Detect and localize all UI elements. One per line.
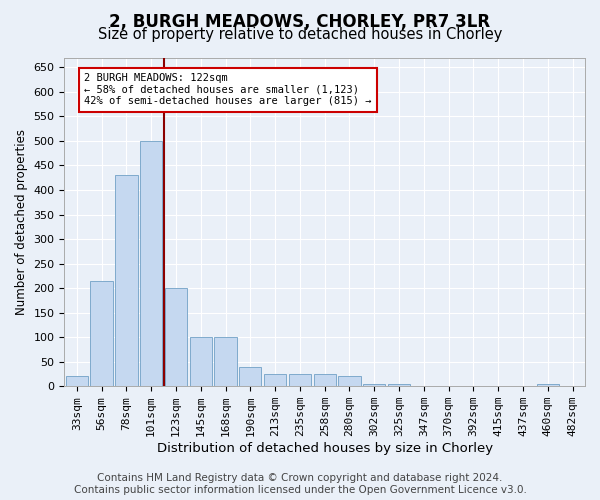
Bar (140, 141, 163, 386)
Bar (214, 337, 236, 386)
Bar (190, 337, 212, 386)
Bar (165, 288, 187, 386)
Text: Contains HM Land Registry data © Crown copyright and database right 2024.
Contai: Contains HM Land Registry data © Crown c… (74, 474, 526, 495)
Bar (65, 376, 88, 386)
Bar (264, 374, 286, 386)
Bar (536, 384, 559, 386)
Bar (115, 176, 137, 386)
Text: 2, BURGH MEADOWS, CHORLEY, PR7 3LR: 2, BURGH MEADOWS, CHORLEY, PR7 3LR (109, 12, 491, 30)
Bar (239, 366, 262, 386)
Bar (338, 376, 361, 386)
Y-axis label: Number of detached properties: Number of detached properties (15, 129, 28, 315)
X-axis label: Distribution of detached houses by size in Chorley: Distribution of detached houses by size … (157, 442, 493, 455)
Text: Size of property relative to detached houses in Chorley: Size of property relative to detached ho… (98, 28, 502, 42)
Text: 2 BURGH MEADOWS: 122sqm
← 58% of detached houses are smaller (1,123)
42% of semi: 2 BURGH MEADOWS: 122sqm ← 58% of detache… (84, 73, 372, 106)
Bar (289, 374, 311, 386)
Bar (91, 280, 113, 386)
Bar (314, 374, 336, 386)
Bar (363, 384, 385, 386)
Bar (388, 384, 410, 386)
